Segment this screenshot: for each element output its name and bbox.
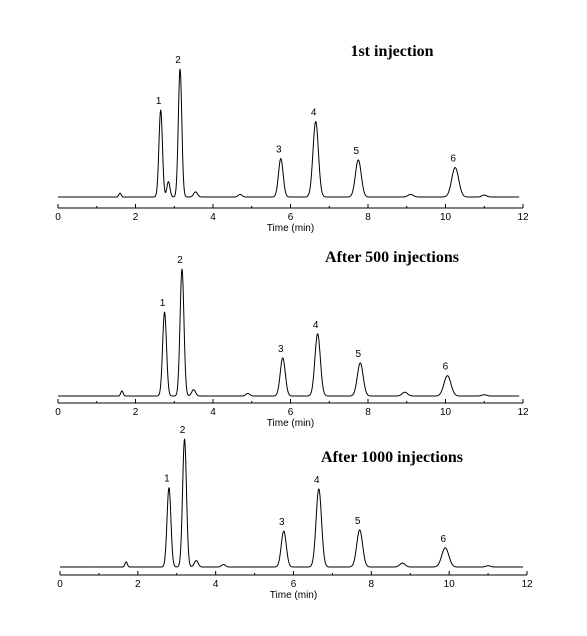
x-tick-label: 12 [521,579,533,590]
peak-label-6: 6 [450,154,456,165]
x-tick-label: 8 [365,212,371,223]
peak-label-1: 1 [160,298,166,309]
x-tick-label: 0 [55,407,61,418]
x-tick-label: 8 [365,407,371,418]
chart-title: After 1000 injections [321,449,463,466]
peak-label-3: 3 [276,145,282,156]
x-tick-label: 8 [369,579,375,590]
peak-label-3: 3 [278,344,284,355]
x-tick-label: 10 [440,212,452,223]
x-tick-label: 6 [291,579,297,590]
peak-label-3: 3 [279,517,285,528]
peak-label-5: 5 [355,516,361,527]
chart-title: 1st injection [350,43,433,60]
peak-label-6: 6 [443,362,449,373]
chart-title: After 500 injections [325,249,459,266]
x-tick-label: 4 [210,212,216,223]
x-tick-label: 4 [213,579,219,590]
x-tick-label: 0 [55,212,61,223]
peak-label-2: 2 [180,425,186,436]
peak-label-1: 1 [156,96,162,107]
peak-label-2: 2 [177,255,183,266]
x-tick-label: 10 [440,407,452,418]
x-tick-label: 12 [517,212,529,223]
x-axis-label: Time (min) [270,590,317,601]
chromatogram-trace [88,268,520,397]
peak-label-5: 5 [354,146,360,157]
x-tick-label: 2 [135,579,141,590]
peak-label-6: 6 [440,534,446,545]
x-tick-label: 10 [444,579,456,590]
x-tick-label: 12 [517,407,529,418]
x-tick-label: 2 [133,407,139,418]
peak-label-4: 4 [313,320,319,331]
peak-label-1: 1 [164,474,170,485]
x-axis-label: Time (min) [267,418,314,429]
peak-label-2: 2 [175,55,181,66]
chromatogram-trace [88,68,520,198]
x-tick-label: 0 [57,579,63,590]
x-tick-label: 2 [133,212,139,223]
peak-label-4: 4 [311,107,317,118]
x-tick-label: 6 [288,212,294,223]
x-axis-label: Time (min) [267,223,314,234]
peak-label-5: 5 [355,349,361,360]
peak-label-4: 4 [314,475,320,486]
x-tick-label: 6 [288,407,294,418]
chromatogram-trace [90,438,524,568]
x-tick-label: 4 [210,407,216,418]
